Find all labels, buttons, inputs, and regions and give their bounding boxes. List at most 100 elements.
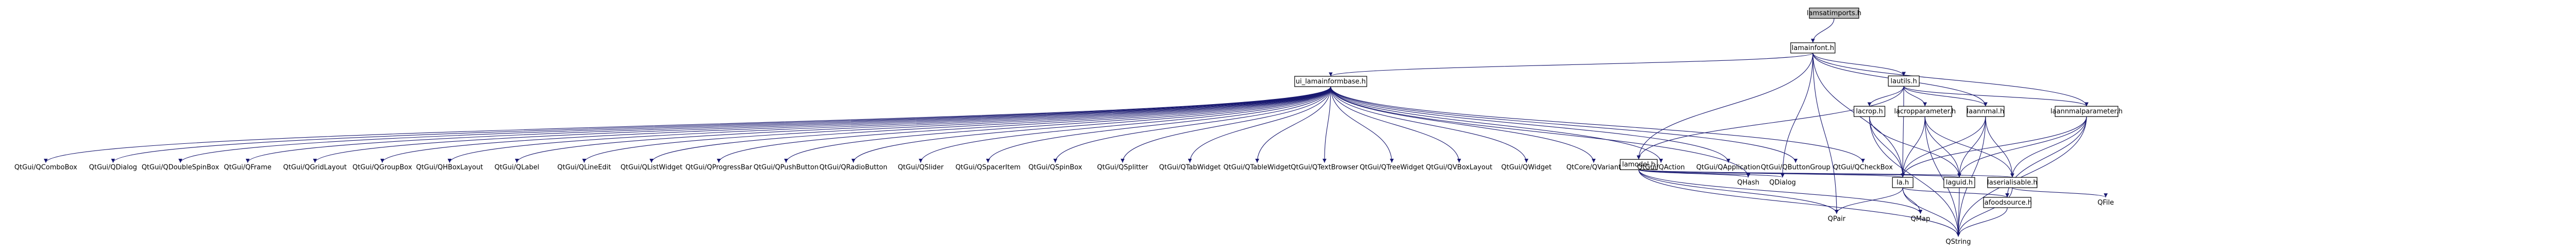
node-lafoodsource[interactable]: lafoodsource.h [1982, 197, 2032, 208]
node-lamainfont[interactable]: lamainfont.h [1790, 42, 1836, 54]
node-laannmal[interactable]: laannmal.h [1967, 106, 2005, 117]
edge-lacropparameter-to-laserialisable [1924, 116, 2014, 178]
edge-ui_lamainformbase-to-QtGui_QSlider [919, 87, 1331, 163]
node-label: QtGui/QTabWidget [1159, 164, 1221, 172]
edge-laannmalparameter-to-laserialisable [2010, 116, 2087, 178]
node-qtgui-qaction: QtGui/QAction [1637, 164, 1685, 172]
edge-lamainfont-to-lautils [1812, 53, 1906, 76]
edge-ui_lamainformbase-to-QtGui_QApplication [1330, 87, 1731, 163]
node-qtgui-qlabel: QtGui/QLabel [495, 164, 539, 172]
node-label: QtCore/QVariant [1566, 164, 1621, 172]
edge-lamodel-to-QString [1638, 170, 1960, 237]
edge-lautils-to-lacropparameter [1903, 86, 1927, 107]
edge-ui_lamainformbase-to-QtGui_QLineEdit [582, 86, 1331, 163]
node-label: QtGui/QApplication [1696, 164, 1760, 172]
node-qtgui-qhboxlayout: QtGui/QHBoxLayout [416, 164, 483, 172]
edge-lafoodsource-to-QString [1956, 207, 2008, 237]
node-qtgui-qlistwidget: QtGui/QListWidget [620, 164, 682, 172]
node-box [1294, 76, 1367, 87]
node-label: QtGui/QComboBox [14, 164, 77, 172]
node-qtgui-qradiobutton: QtGui/QRadioButton [819, 164, 887, 172]
node-lautils[interactable]: lautils.h [1888, 75, 1920, 87]
node-label: QtGui/QListWidget [620, 164, 682, 172]
node-label: QtGui/QSlider [898, 164, 944, 172]
edge-lacropparameter-to-QString [1924, 116, 1960, 237]
edge-ui_lamainformbase-to-QtGui_QCheckBox [1330, 87, 1865, 163]
edge-lacrop-to-laguid [1869, 116, 1961, 178]
node-label: lamsatimports.h [1807, 10, 1861, 18]
node-qtgui-qtreewidget: QtGui/QTreeWidget [1360, 164, 1424, 172]
node-label: laannmal.h [1967, 108, 2005, 115]
node-label: lamainfont.h [1792, 44, 1834, 52]
edge-ui_lamainformbase-to-QtCore_QVariant [1330, 87, 1596, 163]
node-label: QtGui/QLabel [495, 164, 539, 172]
node-label: QtGui/QTextBrowser [1291, 164, 1358, 172]
node-laannmalparameter[interactable]: laannmalparameter.h [2050, 106, 2123, 117]
node-qtgui-qdialog: QtGui/QDialog [89, 164, 137, 172]
node-box [1853, 106, 1886, 117]
edge-ui_lamainformbase-to-QtGui_QHBoxLayout [447, 86, 1331, 163]
edge-ui_lamainformbase-to-QtGui_QTreeWidget [1330, 87, 1394, 163]
edge-laannmal-to-QString [1956, 116, 1986, 237]
node-ui-lamainformbase[interactable]: ui_lamainformbase.h [1294, 76, 1367, 87]
edge-laannmalparameter-to-QString [1956, 116, 2087, 237]
nodes-layer: lamsatimports.h lamainfont.h ui_lamainform… [14, 7, 2123, 246]
node-lamodel[interactable]: lamodel.h [1620, 159, 1658, 170]
node-label: QtGui/QRadioButton [819, 164, 887, 172]
edge-lamodel-to-laserialisable [1638, 169, 2014, 178]
node-box [1987, 177, 2038, 188]
edge-laannmalparameter-to-lai [1901, 116, 2087, 178]
node-label: la.h [1896, 179, 1909, 187]
node-qhash: QHash [1737, 179, 1759, 187]
node-box [1983, 197, 2031, 208]
node-label: QtGui/QAction [1637, 164, 1685, 172]
node-lacropparameter[interactable]: lacropparameter.h [1894, 106, 1956, 117]
edge-ui_lamainformbase-to-QtGui_QGridLayout [313, 86, 1331, 163]
node-qtgui-qprogressbar: QtGui/QProgressBar [685, 164, 752, 172]
node-laguid[interactable]: laguid.h [1943, 177, 1975, 188]
node-label: QMap [1911, 215, 1930, 223]
node-label: QtGui/QGridLayout [283, 164, 347, 172]
node-laserialisable[interactable]: laserialisable.h [1987, 177, 2038, 188]
node-qtgui-qdoublespinbox: QtGui/QDoubleSpinBox [142, 164, 219, 172]
node-label: QtGui/QCheckBox [1833, 164, 1893, 172]
node-qtgui-qapplication: QtGui/QApplication [1696, 164, 1760, 172]
node-label: QtGui/QTreeWidget [1360, 164, 1424, 172]
edge-lamainfont-to-ui_lamainformbase [1329, 53, 1814, 77]
edge-ui_lamainformbase-to-QtGui_QGroupBox [380, 86, 1331, 163]
node-lai[interactable]: la.h [1892, 177, 1913, 188]
edge-lai-to-QMap [1902, 188, 1923, 214]
edge-lacropparameter-to-laguid [1924, 116, 1961, 178]
node-label: QtGui/QLineEdit [557, 164, 611, 172]
edge-ui_lamainformbase-to-QtGui_QVBoxLayout [1330, 87, 1461, 163]
node-label: QtGui/QDialog [89, 164, 137, 172]
node-box [2055, 106, 2119, 117]
edge-ui_lamainformbase-to-QtGui_QSplitter [1121, 87, 1331, 163]
edge-lautils-to-lai [1901, 86, 1905, 178]
node-label: lafoodsource.h [1982, 199, 2032, 207]
node-label: QtGui/QDoubleSpinBox [142, 164, 219, 172]
edge-lautils-to-laannmalparameter [1903, 86, 2089, 107]
node-qstring: QString [1946, 238, 1971, 246]
node-qtgui-qslider: QtGui/QSlider [898, 164, 944, 172]
node-qtgui-qspinbox: QtGui/QSpinBox [1028, 164, 1082, 172]
edge-lamainfont-to-lamodel [1636, 53, 1814, 160]
node-label: lacropparameter.h [1894, 108, 1956, 115]
node-label: QtGui/QWidget [1501, 164, 1552, 172]
edge-lautils-to-lacrop [1867, 86, 1904, 107]
node-label: QtGui/QSplitter [1097, 164, 1148, 172]
edge-lai-to-QString [1902, 188, 1960, 237]
node-lacrop[interactable]: lacrop.h [1853, 106, 1886, 117]
node-label: laguid.h [1946, 179, 1973, 187]
node-box [1790, 42, 1836, 54]
node-label: QHash [1737, 179, 1759, 187]
node-lamsatimports[interactable]: lamsatimports.h [1807, 7, 1861, 19]
edge-lacropparameter-to-lai [1901, 116, 1925, 178]
node-label: lacrop.h [1856, 108, 1883, 115]
node-label: QPair [1828, 215, 1846, 223]
edge-ui_lamainformbase-to-QtGui_QDialog [111, 86, 1331, 163]
edge-ui_lamainformbase-to-QtGui_QDoubleSpinBox [178, 86, 1331, 163]
node-qtgui-qgridlayout: QtGui/QGridLayout [283, 164, 347, 172]
edge-ui_lamainformbase-to-QtGui_QSpacerItem [986, 87, 1331, 163]
